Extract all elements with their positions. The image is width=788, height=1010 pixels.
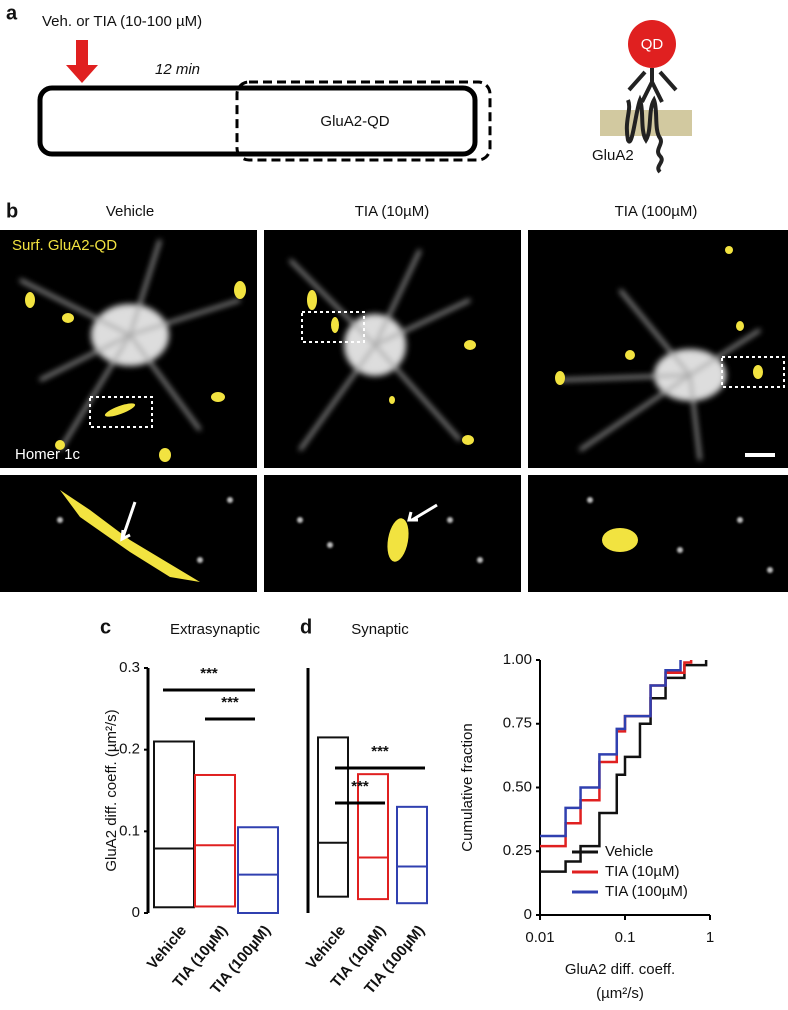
y-tick-label: 0 [524, 906, 532, 923]
x-tick-label: 0.1 [615, 929, 636, 946]
box [357, 773, 389, 901]
cumulative-curve [540, 660, 708, 873]
y-tick-label: 0.75 [503, 715, 532, 732]
stain-label: Homer 1c [15, 446, 81, 463]
panel-label: d [300, 616, 312, 638]
y-tick-label: 0.1 [119, 822, 140, 839]
antibody [627, 68, 678, 103]
box [237, 826, 279, 914]
chart-title: Synaptic [351, 621, 409, 638]
imaging-window [235, 80, 492, 162]
cumulative-curve [540, 660, 693, 848]
y-tick-label: 1.00 [503, 651, 532, 668]
micrographs [0, 230, 788, 592]
image-title: Vehicle [106, 203, 154, 220]
y-tick-label: 0.2 [119, 741, 140, 758]
panel-label: b [6, 200, 18, 222]
y-axis-label: GluA2 diff. coeff. (µm²/s) [103, 709, 120, 871]
y-tick-label: 0.3 [119, 659, 140, 676]
receptor [624, 94, 664, 174]
y-tick-label: 0.50 [503, 778, 532, 795]
x-tick-label: 0.01 [525, 929, 554, 946]
arrow [66, 40, 98, 83]
x-tick-label: 1 [706, 929, 714, 946]
y-axis-label: Cumulative fraction [459, 723, 476, 851]
box [153, 740, 195, 909]
duration: 12 min [155, 61, 200, 78]
quantum-dot [628, 20, 676, 68]
significance: *** [371, 743, 389, 760]
panel-label: c [100, 616, 111, 638]
y-tick-label: 0 [132, 904, 140, 921]
significance: *** [200, 665, 218, 682]
box [396, 805, 428, 905]
significance: *** [221, 694, 239, 711]
box [317, 736, 349, 898]
membrane [600, 110, 692, 136]
chart-title: Extrasynaptic [170, 621, 261, 638]
x-axis-label: (µm²/s) [596, 985, 644, 1002]
image-title: TIA (100µM) [615, 203, 698, 220]
image-title: TIA (10µM) [355, 203, 430, 220]
legend-label: Vehicle [605, 843, 653, 860]
cumulative-curve [540, 660, 682, 838]
timeline [37, 85, 478, 157]
probe: GluA2-QD [320, 113, 389, 130]
significance: *** [351, 778, 369, 795]
legend-label: TIA (100µM) [605, 883, 688, 900]
treatment: Veh. or TIA (10-100 µM) [42, 13, 202, 30]
box [194, 773, 236, 908]
legend-label: TIA (10µM) [605, 863, 680, 880]
overlay-label: Surf. GluA2-QD [12, 237, 117, 254]
y-tick-label: 0.25 [503, 842, 532, 859]
x-axis-label: GluA2 diff. coeff. [565, 961, 675, 978]
qd-label: QD [641, 36, 664, 53]
panel-label: a [6, 2, 18, 24]
receptor-label: GluA2 [592, 147, 634, 164]
